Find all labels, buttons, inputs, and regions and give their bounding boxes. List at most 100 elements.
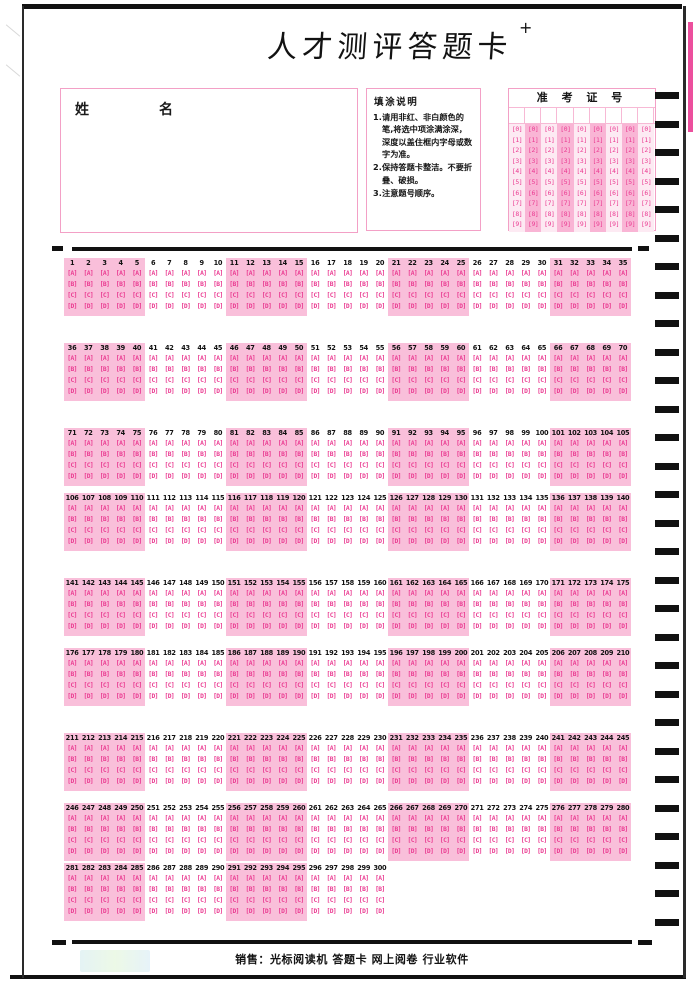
answer-bubble[interactable]: [D] xyxy=(213,303,223,310)
answer-bubble[interactable]: [B] xyxy=(132,516,142,523)
question-column-46[interactable]: 46 [A] [B] [C] [D] xyxy=(226,343,242,397)
question-column-82[interactable]: 82 [A] [B] [C] [D] xyxy=(242,428,258,482)
answer-bubble[interactable]: [B] xyxy=(83,826,94,833)
exam-number-bubble[interactable]: [0] xyxy=(528,125,539,133)
question-column-277[interactable]: 277 [A] [B] [C] [D] xyxy=(566,803,582,857)
answer-bubble[interactable]: [D] xyxy=(99,908,110,915)
answer-bubble[interactable]: [C] xyxy=(245,462,256,469)
question-column-32[interactable]: 32 [A] [B] [C] [D] xyxy=(566,258,582,312)
question-column-12[interactable]: 12 [A] [B] [C] [D] xyxy=(242,258,258,312)
answer-bubble[interactable]: [C] xyxy=(196,292,207,299)
answer-bubble[interactable]: [C] xyxy=(180,897,191,904)
answer-bubble[interactable]: [D] xyxy=(245,538,256,545)
answer-bubble[interactable]: [A] xyxy=(99,875,110,882)
question-column-217[interactable]: 217 [A] [B] [C] [D] xyxy=(161,733,177,787)
answer-bubble[interactable]: [C] xyxy=(407,377,418,384)
answer-bubble[interactable]: [C] xyxy=(456,837,466,844)
answer-bubble[interactable]: [B] xyxy=(601,451,612,458)
question-column-56[interactable]: 56 [A] [B] [C] [D] xyxy=(388,343,404,397)
answer-block-281-300[interactable]: 281 [A] [B] [C] [D] 282 [A] [B] [C] [D] 283 [A] [B][… xyxy=(64,863,388,921)
question-column-72[interactable]: 72 [A] [B] [C] [D] xyxy=(80,428,96,482)
answer-bubble[interactable]: [A] xyxy=(213,660,223,667)
answer-bubble[interactable]: [B] xyxy=(423,826,434,833)
answer-bubble[interactable]: [D] xyxy=(229,848,239,855)
answer-bubble[interactable]: [C] xyxy=(456,462,466,469)
answer-bubble[interactable]: [A] xyxy=(537,745,547,752)
answer-bubble[interactable]: [A] xyxy=(196,355,207,362)
answer-bubble[interactable]: [B] xyxy=(553,826,563,833)
answer-bubble[interactable]: [C] xyxy=(423,837,434,844)
question-column-116[interactable]: 116 [A] [B] [C] [D] xyxy=(226,493,242,547)
answer-bubble[interactable]: [A] xyxy=(326,745,337,752)
answer-bubble[interactable]: [B] xyxy=(180,281,191,288)
answer-bubble[interactable]: [C] xyxy=(342,527,353,534)
answer-bubble[interactable]: [A] xyxy=(342,660,353,667)
answer-bubble[interactable]: [A] xyxy=(358,440,369,447)
question-column-91[interactable]: 91 [A] [B] [C] [D] xyxy=(388,428,404,482)
answer-bubble[interactable]: [B] xyxy=(375,281,385,288)
answer-bubble[interactable]: [A] xyxy=(115,270,126,277)
answer-bubble[interactable]: [A] xyxy=(375,815,385,822)
answer-bubble[interactable]: [A] xyxy=(618,270,628,277)
answer-bubble[interactable]: [B] xyxy=(504,281,515,288)
exam-number-column-6[interactable]: [0] [1] [2] [3] [4] [5] [6] [7] [8] [9] xyxy=(589,124,606,232)
answer-bubble[interactable]: [C] xyxy=(132,837,142,844)
answer-bubble[interactable]: [B] xyxy=(520,516,531,523)
answer-bubble[interactable]: [C] xyxy=(488,612,499,619)
answer-bubble[interactable]: [A] xyxy=(115,440,126,447)
answer-bubble[interactable]: [D] xyxy=(83,473,94,480)
question-column-155[interactable]: 155 [A] [B] [C] [D] xyxy=(291,578,307,632)
answer-bubble[interactable]: [B] xyxy=(472,366,482,373)
question-column-128[interactable]: 128 [A] [B] [C] [D] xyxy=(421,493,437,547)
answer-bubble[interactable]: [A] xyxy=(342,875,353,882)
answer-bubble[interactable]: [B] xyxy=(585,826,596,833)
answer-bubble[interactable]: [A] xyxy=(67,440,77,447)
exam-number-bubble[interactable]: [2] xyxy=(608,146,620,155)
answer-bubble[interactable]: [A] xyxy=(391,590,401,597)
answer-bubble[interactable]: [C] xyxy=(520,292,531,299)
answer-bubble[interactable]: [B] xyxy=(148,826,158,833)
answer-bubble[interactable]: [C] xyxy=(358,897,369,904)
answer-bubble[interactable]: [C] xyxy=(537,612,547,619)
answer-bubble[interactable]: [A] xyxy=(358,745,369,752)
answer-bubble[interactable]: [D] xyxy=(310,303,320,310)
answer-bubble[interactable]: [B] xyxy=(326,516,337,523)
answer-bubble[interactable]: [B] xyxy=(148,451,158,458)
exam-number-bubble[interactable]: [9] xyxy=(544,220,555,229)
answer-bubble[interactable]: [C] xyxy=(407,837,418,844)
answer-bubble[interactable]: [C] xyxy=(229,767,239,774)
answer-bubble[interactable]: [C] xyxy=(294,612,304,619)
answer-bubble[interactable]: [B] xyxy=(472,671,482,678)
answer-bubble[interactable]: [C] xyxy=(553,682,563,689)
answer-bubble[interactable]: [B] xyxy=(115,756,126,763)
answer-bubble[interactable]: [A] xyxy=(148,875,158,882)
answer-bubble[interactable]: [D] xyxy=(423,538,434,545)
question-column-26[interactable]: 26 [A] [B] [C] [D] xyxy=(469,258,485,312)
answer-bubble[interactable]: [C] xyxy=(261,837,272,844)
answer-bubble[interactable]: [C] xyxy=(342,767,353,774)
answer-bubble[interactable]: [B] xyxy=(294,756,304,763)
answer-bubble[interactable]: [B] xyxy=(229,366,239,373)
question-column-171[interactable]: 171 [A] [B] [C] [D] xyxy=(550,578,566,632)
answer-bubble[interactable]: [D] xyxy=(391,388,401,395)
answer-bubble[interactable]: [A] xyxy=(569,590,580,597)
answer-bubble[interactable]: [C] xyxy=(261,612,272,619)
answer-bubble[interactable]: [D] xyxy=(326,623,337,630)
question-column-268[interactable]: 268 [A] [B] [C] [D] xyxy=(421,803,437,857)
answer-bubble[interactable]: [D] xyxy=(601,473,612,480)
answer-bubble[interactable]: [C] xyxy=(261,897,272,904)
answer-bubble[interactable]: [D] xyxy=(213,848,223,855)
answer-bubble[interactable]: [C] xyxy=(213,837,223,844)
question-column-22[interactable]: 22 [A] [B] [C] [D] xyxy=(404,258,420,312)
answer-bubble[interactable]: [B] xyxy=(83,886,94,893)
answer-bubble[interactable]: [B] xyxy=(407,366,418,373)
answer-bubble[interactable]: [B] xyxy=(99,281,110,288)
answer-bubble[interactable]: [A] xyxy=(196,440,207,447)
question-column-188[interactable]: 188 [A] [B] [C] [D] xyxy=(259,648,275,702)
answer-bubble[interactable]: [B] xyxy=(553,281,563,288)
answer-bubble[interactable]: [C] xyxy=(472,377,482,384)
question-column-45[interactable]: 45 [A] [B] [C] [D] xyxy=(210,343,226,397)
question-column-33[interactable]: 33 [A] [B] [C] [D] xyxy=(583,258,599,312)
question-column-124[interactable]: 124 [A] [B] [C] [D] xyxy=(356,493,372,547)
answer-bubble[interactable]: [D] xyxy=(601,303,612,310)
